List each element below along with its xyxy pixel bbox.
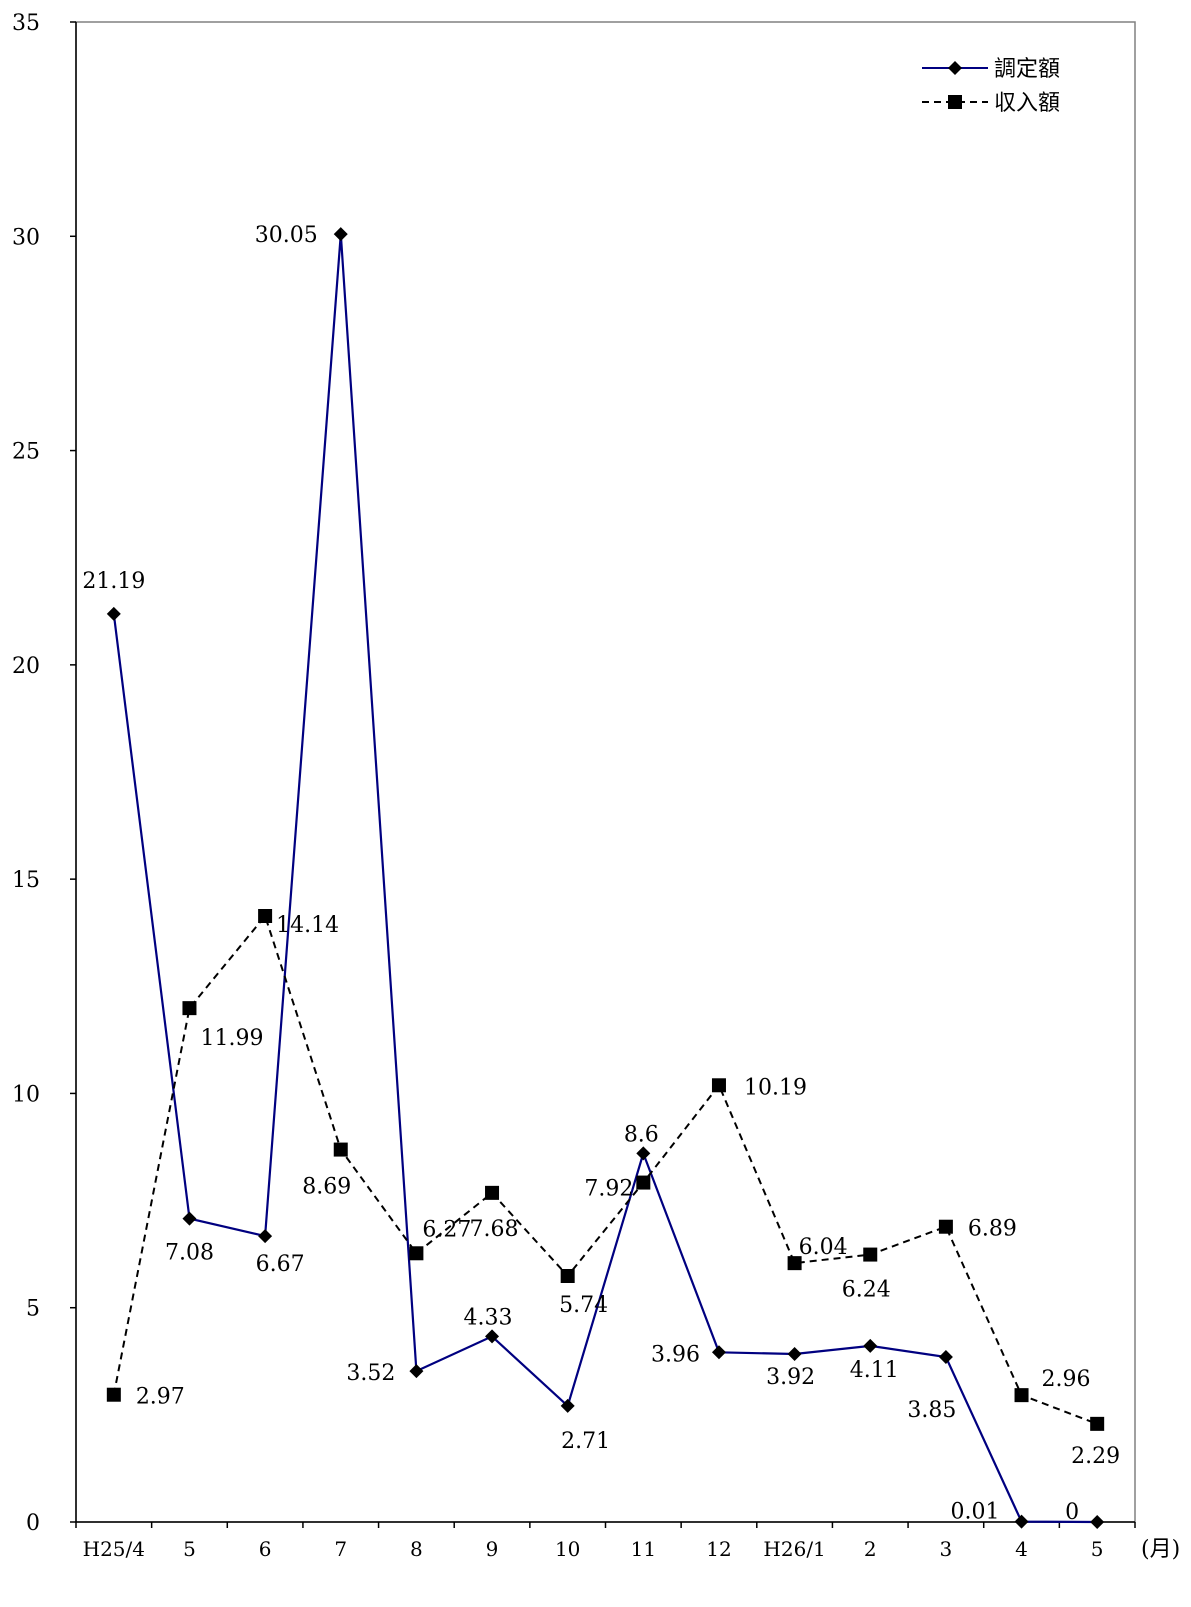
data-label: 6.67	[256, 1252, 305, 1277]
data-label: 3.52	[346, 1361, 395, 1386]
y-tick-label: 20	[12, 654, 40, 679]
data-point-square	[409, 1246, 424, 1261]
data-label: 6.89	[968, 1217, 1017, 1242]
data-label: 3.92	[766, 1365, 815, 1390]
data-point-diamond	[182, 1211, 197, 1226]
data-point-square	[938, 1219, 953, 1234]
data-label: 7.68	[470, 1217, 519, 1242]
data-label: 2.96	[1042, 1367, 1091, 1392]
data-point-square	[485, 1185, 500, 1200]
series-line	[112, 913, 1098, 1425]
series-line	[112, 234, 1098, 1524]
data-point-square	[106, 1387, 121, 1402]
series-group	[106, 227, 1105, 1529]
data-label: 6.04	[799, 1235, 848, 1260]
x-tick-label: 10	[555, 1537, 580, 1561]
series-shunyu	[106, 909, 1105, 1431]
x-tick-label: 2	[864, 1537, 877, 1561]
x-tick-label: 3	[940, 1537, 953, 1561]
data-point-square	[182, 1001, 197, 1016]
data-point-square	[1014, 1388, 1029, 1403]
x-unit-label: (月)	[1141, 1537, 1180, 1562]
legend-marker-diamond	[948, 61, 962, 75]
data-point-square	[560, 1269, 575, 1283]
data-label: 4.33	[464, 1305, 513, 1330]
data-label: 11.99	[200, 1026, 263, 1051]
data-label: 8.69	[302, 1175, 351, 1200]
data-point-square	[863, 1247, 878, 1262]
legend-label: 収入額	[994, 91, 1060, 116]
data-point-diamond	[560, 1398, 575, 1413]
data-point-diamond	[1090, 1515, 1105, 1529]
data-label: 10.19	[744, 1075, 807, 1100]
data-point-square	[333, 1142, 348, 1157]
data-label: 3.96	[651, 1342, 700, 1367]
data-point-diamond	[106, 606, 121, 621]
data-label: 2.97	[136, 1385, 185, 1410]
data-label: 14.14	[276, 913, 339, 938]
data-point-diamond	[938, 1350, 953, 1364]
x-tick-label: 5	[1091, 1537, 1104, 1561]
data-label: 7.92	[584, 1177, 633, 1202]
x-tick-label: 5	[183, 1537, 196, 1561]
data-label: 4.11	[850, 1358, 899, 1383]
x-tick-label: 4	[1015, 1537, 1028, 1561]
data-label: 6.24	[842, 1278, 891, 1303]
data-label: 2.29	[1071, 1444, 1120, 1469]
data-point-diamond	[1014, 1514, 1029, 1529]
data-label: 7.08	[165, 1241, 214, 1266]
data-label: 0.01	[951, 1500, 1000, 1525]
data-label: 6.27	[422, 1217, 471, 1242]
x-tick-label: 9	[486, 1537, 499, 1561]
y-tick-label: 35	[12, 11, 40, 36]
data-point-diamond	[258, 1229, 273, 1244]
data-label: 30.05	[255, 223, 318, 248]
x-tick-label: 12	[706, 1537, 731, 1561]
data-point-diamond	[711, 1345, 726, 1360]
data-point-square	[258, 909, 273, 923]
data-labels: 21.19 7.08 6.67 30.05 3.52 4.33 2.71 8.6 3.96 3.9…	[82, 223, 1120, 1525]
data-label: 3.85	[907, 1398, 956, 1423]
y-tick-label: 10	[12, 1082, 40, 1107]
series-chotei	[106, 227, 1105, 1529]
data-point-diamond	[863, 1338, 878, 1353]
x-tick-label: 7	[334, 1537, 347, 1561]
data-label: 2.71	[561, 1429, 610, 1454]
y-tick-label: 5	[26, 1297, 40, 1322]
y-tick-label: 0	[26, 1511, 40, 1536]
data-point-square	[1090, 1416, 1105, 1431]
data-point-square	[787, 1256, 802, 1271]
x-tick-label: H25/4	[83, 1537, 145, 1561]
data-point-square	[636, 1175, 651, 1190]
data-point-diamond	[409, 1364, 424, 1379]
data-label: 5.74	[559, 1293, 608, 1318]
legend-label: 調定額	[994, 57, 1060, 82]
y-tick-label: 25	[12, 440, 40, 465]
x-tick-label: 8	[410, 1537, 423, 1561]
y-tick-label: 30	[12, 225, 40, 250]
x-tick-label: H26/1	[763, 1537, 825, 1561]
data-point-diamond	[333, 227, 348, 242]
data-point-square	[711, 1078, 726, 1093]
y-tick-label: 15	[12, 868, 40, 893]
legend-marker-square	[948, 95, 962, 109]
data-point-diamond	[636, 1146, 651, 1161]
data-point-diamond	[485, 1329, 500, 1344]
x-tick-label: 6	[259, 1537, 272, 1561]
data-label: 8.6	[624, 1122, 659, 1147]
data-point-diamond	[787, 1347, 802, 1361]
data-label: 0	[1065, 1500, 1079, 1525]
x-tick-label: 11	[631, 1537, 656, 1561]
data-label: 21.19	[82, 569, 145, 594]
